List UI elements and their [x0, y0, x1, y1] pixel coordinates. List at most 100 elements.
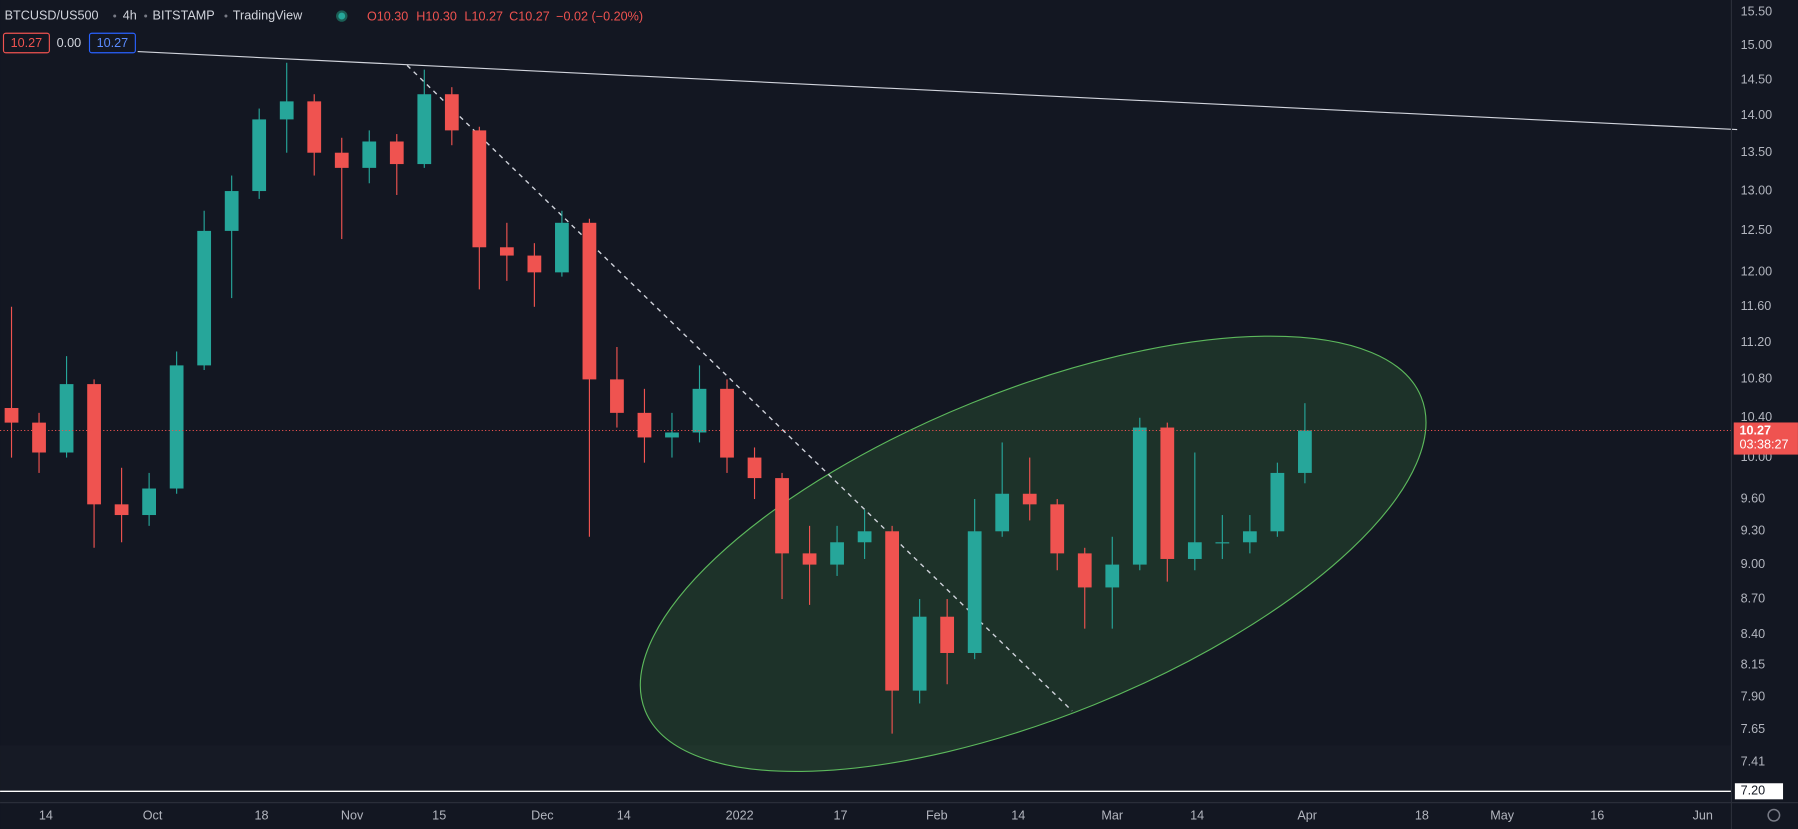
y-tick-label: 10.80 [1741, 372, 1773, 386]
y-tick-label: 12.50 [1741, 223, 1773, 237]
y-tick-highlight [1734, 783, 1784, 800]
y-tick-label: 7.90 [1741, 689, 1766, 703]
y-tick-label: 8.40 [1741, 627, 1766, 641]
candles [0, 62, 1732, 792]
y-tick-label: 8.70 [1741, 591, 1766, 605]
x-tick-label: Dec [531, 809, 553, 823]
x-tick-label: Apr [1297, 809, 1317, 823]
source: TradingView [233, 8, 303, 22]
x-tick-label: 15 [432, 809, 446, 823]
candle-body [665, 432, 679, 438]
candle-body [720, 388, 734, 458]
settings-icon[interactable] [1767, 808, 1781, 822]
candle-body [692, 388, 707, 433]
x-tick-label: 14 [1190, 809, 1204, 823]
candle-body [1298, 430, 1312, 473]
candle-body [169, 365, 184, 489]
dashed-trend-line [406, 64, 1073, 712]
candle-body [885, 531, 899, 691]
candle-body [362, 141, 377, 168]
candle-body [417, 94, 432, 165]
candle-body [279, 101, 294, 120]
candle-body [4, 408, 19, 423]
candle-body [912, 616, 927, 691]
x-tick-label: 18 [1415, 809, 1429, 823]
ellipse-drawing [639, 335, 1427, 773]
sell-badge[interactable] [2, 32, 50, 54]
candle-body [995, 493, 1010, 532]
candle-body [940, 616, 955, 653]
x-tick-label: 14 [39, 809, 53, 823]
y-tick-label: 9.00 [1741, 557, 1766, 571]
candle-body [307, 101, 322, 153]
candle-body [1132, 427, 1147, 565]
candle-body [857, 531, 872, 543]
candle-body [197, 230, 212, 366]
candle-body [747, 457, 762, 479]
x-tick-label: 17 [834, 809, 848, 823]
y-tick-label: 7.41 [1741, 754, 1766, 768]
candle-body [967, 531, 982, 653]
candle-body [1077, 553, 1092, 588]
y-tick-label: 7.65 [1741, 722, 1766, 736]
x-tick-label: 2022 [726, 809, 754, 823]
time-axis: 14 Oct 18 Nov 15 Dec 14 2022 17 Feb 14 Mar 14 Apr 18 Ma… [39, 809, 1713, 823]
x-tick-label: Nov [341, 809, 364, 823]
candle-body [582, 222, 597, 380]
x-tick-label: Feb [926, 809, 948, 823]
separator [113, 14, 117, 18]
y-tick-label: 15.00 [1741, 38, 1773, 52]
ohlc-low: L10.27 [464, 10, 503, 24]
separator [144, 14, 148, 18]
status-dot-inner [338, 12, 346, 20]
candle-body [252, 119, 267, 192]
countdown-label: 03:38:27 [1739, 438, 1788, 452]
buy-price: 10.27 [97, 36, 129, 50]
candle-body [527, 255, 542, 273]
candle-body [1187, 542, 1202, 559]
spread: 0.00 [57, 36, 82, 50]
plot-shade [0, 745, 1732, 803]
y-tick-label: 10.40 [1741, 410, 1773, 424]
candle-body [637, 412, 652, 438]
x-tick-label: 14 [617, 809, 631, 823]
exchange: BITSTAMP [153, 8, 215, 22]
symbol: BTCUSD/US500 [5, 8, 99, 22]
interval: 4h [123, 8, 137, 22]
last-price-tag [1733, 422, 1798, 455]
candle-body [1242, 531, 1257, 543]
separator [224, 14, 228, 18]
y-tick-label: 9.60 [1741, 491, 1766, 505]
y-tick-label: 9.30 [1741, 524, 1766, 538]
x-tick-label: 14 [1011, 809, 1025, 823]
candle-body [830, 542, 844, 565]
candle-body [775, 478, 789, 554]
x-tick-label: 18 [254, 809, 268, 823]
price-axis: 15.50 15.00 14.50 14.00 13.50 13.00 12.50 12.00… [1733, 5, 1798, 800]
y-tick-label: 7.20 [1741, 784, 1766, 798]
y-tick-label: 12.00 [1741, 265, 1773, 279]
x-tick-label: Jun [1693, 809, 1713, 823]
candle-body [1160, 427, 1175, 559]
candle-body [1270, 472, 1285, 532]
y-tick-label: 13.50 [1741, 145, 1773, 159]
candle-body [1215, 542, 1230, 544]
candle-body [802, 553, 817, 565]
candle-body [389, 141, 404, 165]
y-tick-label: 14.50 [1741, 72, 1773, 86]
ohlc-close: C10.27 [509, 10, 550, 24]
candle-body [59, 384, 74, 453]
candle-body [1022, 493, 1037, 505]
sell-price: 10.27 [11, 36, 43, 50]
candle-body [499, 247, 514, 256]
ohlc-change: −0.02 (−0.20%) [556, 10, 643, 24]
y-tick-label: 13.00 [1741, 183, 1773, 197]
x-tick-label: Mar [1101, 809, 1123, 823]
buy-badge[interactable] [88, 32, 136, 54]
trend-line [137, 51, 1738, 131]
last-price-label: 10.27 [1739, 423, 1771, 437]
candle-body [472, 130, 487, 248]
